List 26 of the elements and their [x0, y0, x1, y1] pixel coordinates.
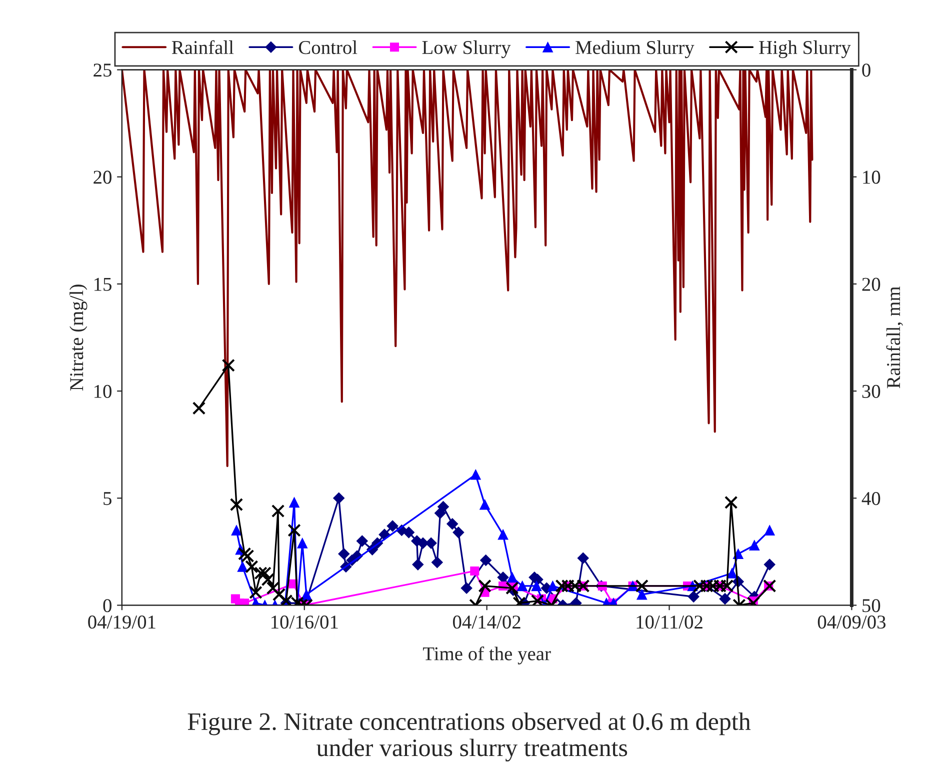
- x-tick-label: 04/19/01: [88, 616, 156, 629]
- y-tick-label: 0: [103, 599, 112, 612]
- caption: Figure 2. Nitrate concentrations observed at 0.6 m depth under various slurry treatments: [188, 712, 751, 762]
- legend-label: High Slurry: [759, 40, 851, 58]
- y2-tick-label: 50: [862, 599, 880, 612]
- y-tick-label: 5: [104, 492, 112, 506]
- y2-tick-label: 0: [862, 64, 870, 77]
- y2-axis-title: Rainfall, mm: [886, 286, 903, 388]
- y-axis-title: Nitrate (mg/l): [70, 284, 88, 391]
- legend-label: Control: [298, 40, 358, 54]
- x-tick-label: 04/14/02: [452, 616, 520, 629]
- y2-tick-label: 30: [862, 384, 880, 398]
- x-axis-title: Time of the year: [423, 646, 551, 664]
- legend-label: Rainfall: [172, 40, 234, 54]
- y2-tick-label: 10: [863, 170, 880, 184]
- y2-tick-label: 40: [862, 492, 880, 506]
- legend-label: Low Slurry: [422, 40, 511, 58]
- x-tick-label: 10/11/02: [636, 616, 702, 629]
- y2-tick-label: 20: [862, 278, 880, 291]
- x-tick-label: 04/09/03: [818, 616, 886, 629]
- y-tick-label: 15: [94, 278, 112, 291]
- y-tick-label: 25: [94, 64, 112, 77]
- x-tick-label: 10/16/01: [272, 616, 338, 629]
- y-tick-label: 10: [94, 384, 112, 398]
- y-tick-label: 20: [94, 170, 112, 184]
- legend-label: Medium Slurry: [576, 40, 694, 58]
